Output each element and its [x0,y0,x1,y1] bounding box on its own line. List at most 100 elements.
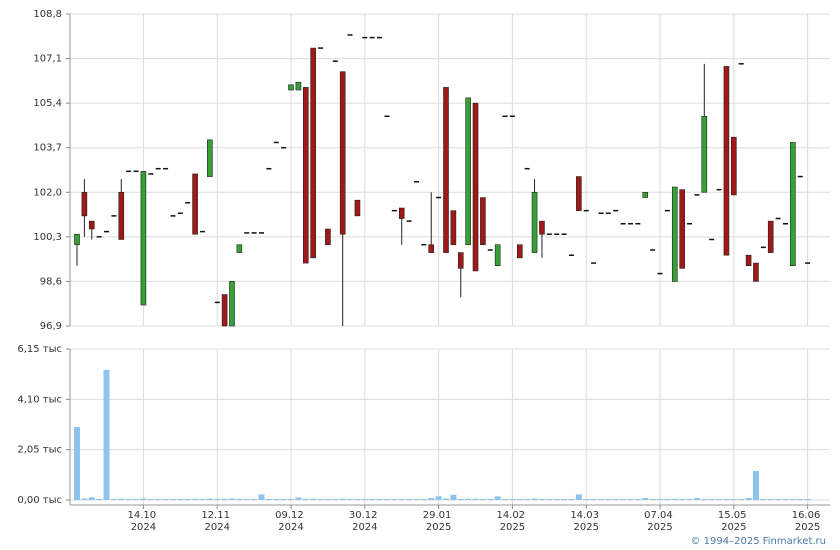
volume-bar [369,499,376,500]
candle-body [457,252,464,269]
candle-body [657,272,663,275]
volume-bar [605,499,612,500]
candle-body [642,191,649,198]
x-tick-label: 07.04 2025 [644,510,676,533]
volume-bar [258,494,265,500]
candle-body [221,294,228,327]
volume-bar [760,499,767,500]
candle-body [192,173,198,235]
candle-body [568,254,574,256]
volume-bar [723,499,730,500]
candle-body [398,207,405,219]
volume-bar [479,499,486,500]
volume-bar [288,499,295,500]
volume-bar [317,499,324,500]
candle-body [377,36,383,39]
volume-bar [531,498,538,500]
candle-body [687,222,693,225]
y2-tick-label: 0,00 тыс [17,495,62,506]
volume-bar [347,499,354,500]
candle-body [546,233,552,235]
candle-body [369,36,375,39]
volume-bar [686,499,693,500]
volume-bar [767,499,774,500]
volume-bar [509,499,516,500]
candle-body [605,212,611,215]
volume-bar [679,499,686,500]
volume-bar [147,499,154,500]
candle-body [310,47,316,259]
volume-bar [420,499,427,500]
volume-bar [553,499,560,500]
candle-body [148,173,154,175]
candle-body [671,186,678,282]
candle-body [354,199,361,217]
x-tick-label: 16.06 2025 [792,510,824,533]
volume-bar [752,471,759,500]
candle-body [259,232,264,234]
candle-body [664,209,670,212]
volume-bar [597,499,604,500]
candle-body [613,209,619,212]
volume-bar [74,427,80,500]
volume-bar [716,499,723,500]
candle-body [450,210,457,246]
volume-bar [280,499,287,500]
candle-body [716,188,722,191]
candle-body [251,232,257,234]
candle-body [472,102,479,272]
volume-bar [391,499,398,500]
volume-bar [693,498,700,500]
candle-body [480,197,486,246]
candle-body [679,189,685,269]
volume-bar [745,498,752,500]
candle-body [155,167,161,170]
volume-bar [708,499,715,500]
y-tick-label: 107,1 [33,54,62,65]
volume-bar [177,499,184,500]
candle-body [583,209,589,212]
candle-body [81,191,88,217]
volume-bar [413,499,420,500]
candle-body [318,47,324,49]
candle-body [236,244,243,253]
candle-body [88,220,95,230]
volume-bar [376,499,383,500]
y2-tick-label: 4,10 тыс [17,394,62,405]
candle-body [229,281,235,327]
volume-bar [487,499,494,500]
y-tick-label: 100,3 [33,232,62,243]
volume-bar [775,499,782,500]
candle-body [288,84,294,91]
volume-bar [243,499,250,500]
y-tick-label: 98,6 [40,276,62,287]
candle-body [406,220,412,222]
candle-body [111,215,117,217]
volume-bar [221,498,228,500]
x-tick-label: 14.10 2024 [128,510,160,533]
volume-bar [465,498,472,500]
y2-tick-label: 6,15 тыс [17,344,62,355]
candle-body [709,238,715,241]
candle-body [428,244,435,253]
y-tick-label: 103,7 [33,143,62,154]
x-tick-label: 14.03 2025 [570,510,602,533]
candle-body [465,97,471,246]
volume-bar [339,498,346,500]
volume-bar [590,499,597,500]
y-tick-label: 102,0 [33,187,62,198]
candle-body [760,246,766,249]
x-tick-label: 15.05 2025 [718,510,750,533]
candle-body [436,196,442,199]
volume-bar [332,499,339,500]
candle-body [347,34,353,36]
candle-body [591,262,597,264]
candle-body [524,167,530,170]
candle-body [185,202,191,204]
volume-bar [583,499,590,500]
volume-bar [428,498,435,500]
volume-bar [273,499,280,500]
volume-bar [162,499,169,500]
volume-bar [155,499,162,500]
